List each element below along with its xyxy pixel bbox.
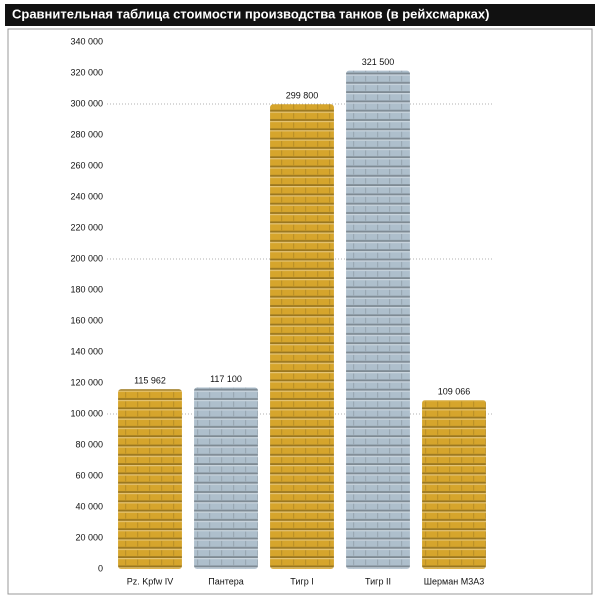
y-tick-label: 0	[98, 563, 103, 573]
x-tick-label: Шерман M3A3	[424, 576, 484, 586]
y-tick-label: 340 000	[70, 36, 103, 46]
chart-title: Сравнительная таблица стоимости производ…	[12, 6, 489, 21]
y-tick-label: 220 000	[70, 222, 103, 232]
x-tick-label: Тигр I	[290, 576, 313, 586]
y-tick-label: 60 000	[75, 470, 103, 480]
value-label: 321 500	[362, 57, 395, 67]
y-tick-label: 300 000	[70, 98, 103, 108]
value-label: 299 800	[286, 91, 319, 101]
value-label: 117 100	[210, 374, 242, 384]
coin-stripes	[270, 104, 334, 569]
x-tick-label: Тигр II	[365, 576, 391, 586]
coin-stripes	[118, 389, 182, 569]
x-tick-label: Пантера	[208, 576, 243, 586]
y-tick-label: 180 000	[70, 284, 103, 294]
y-tick-label: 80 000	[75, 439, 103, 449]
coin-stripes	[346, 70, 410, 570]
y-tick-label: 240 000	[70, 191, 103, 201]
value-label: 109 066	[438, 386, 471, 396]
x-tick-label: Pz. Kpfw IV	[127, 576, 174, 586]
y-tick-label: 320 000	[70, 67, 103, 77]
coin-stripes	[194, 387, 258, 569]
y-tick-label: 160 000	[70, 315, 103, 325]
y-tick-label: 120 000	[70, 377, 103, 387]
title-bar	[5, 4, 595, 26]
y-tick-label: 280 000	[70, 129, 103, 139]
y-tick-label: 100 000	[70, 408, 103, 418]
y-tick-label: 140 000	[70, 346, 103, 356]
value-label: 115 962	[134, 376, 166, 386]
y-tick-label: 200 000	[70, 253, 103, 263]
y-tick-label: 40 000	[75, 501, 103, 511]
frame	[7, 28, 593, 595]
coin-stripes	[422, 399, 486, 569]
y-tick-label: 260 000	[70, 160, 103, 170]
y-tick-label: 20 000	[75, 532, 103, 542]
